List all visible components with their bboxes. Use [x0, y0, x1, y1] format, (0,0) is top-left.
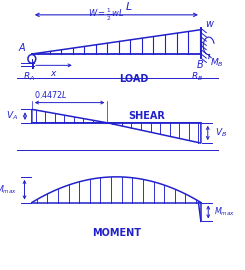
- Text: $A$: $A$: [18, 41, 26, 53]
- Polygon shape: [108, 123, 201, 143]
- Text: $0.4472L$: $0.4472L$: [34, 89, 68, 100]
- Text: SHEAR: SHEAR: [129, 111, 165, 121]
- Text: $V_B$: $V_B$: [215, 127, 227, 139]
- Text: LOAD: LOAD: [119, 74, 148, 84]
- Text: $M_{max}$: $M_{max}$: [0, 183, 18, 196]
- Text: $L$: $L$: [125, 0, 132, 12]
- Text: $M_{max}$: $M_{max}$: [214, 206, 235, 218]
- Text: $R_A$: $R_A$: [23, 70, 36, 83]
- Text: $x$: $x$: [50, 69, 58, 77]
- Text: $B$: $B$: [196, 58, 204, 69]
- Polygon shape: [32, 177, 201, 221]
- Text: $W = \frac{1}{2}wL$: $W = \frac{1}{2}wL$: [88, 6, 125, 23]
- Text: $R_B$: $R_B$: [191, 70, 203, 83]
- Text: $M_B$: $M_B$: [210, 57, 224, 69]
- Text: $w$: $w$: [205, 19, 215, 29]
- Text: $V_A$: $V_A$: [6, 110, 18, 122]
- Text: MOMENT: MOMENT: [92, 228, 141, 238]
- Polygon shape: [32, 109, 108, 123]
